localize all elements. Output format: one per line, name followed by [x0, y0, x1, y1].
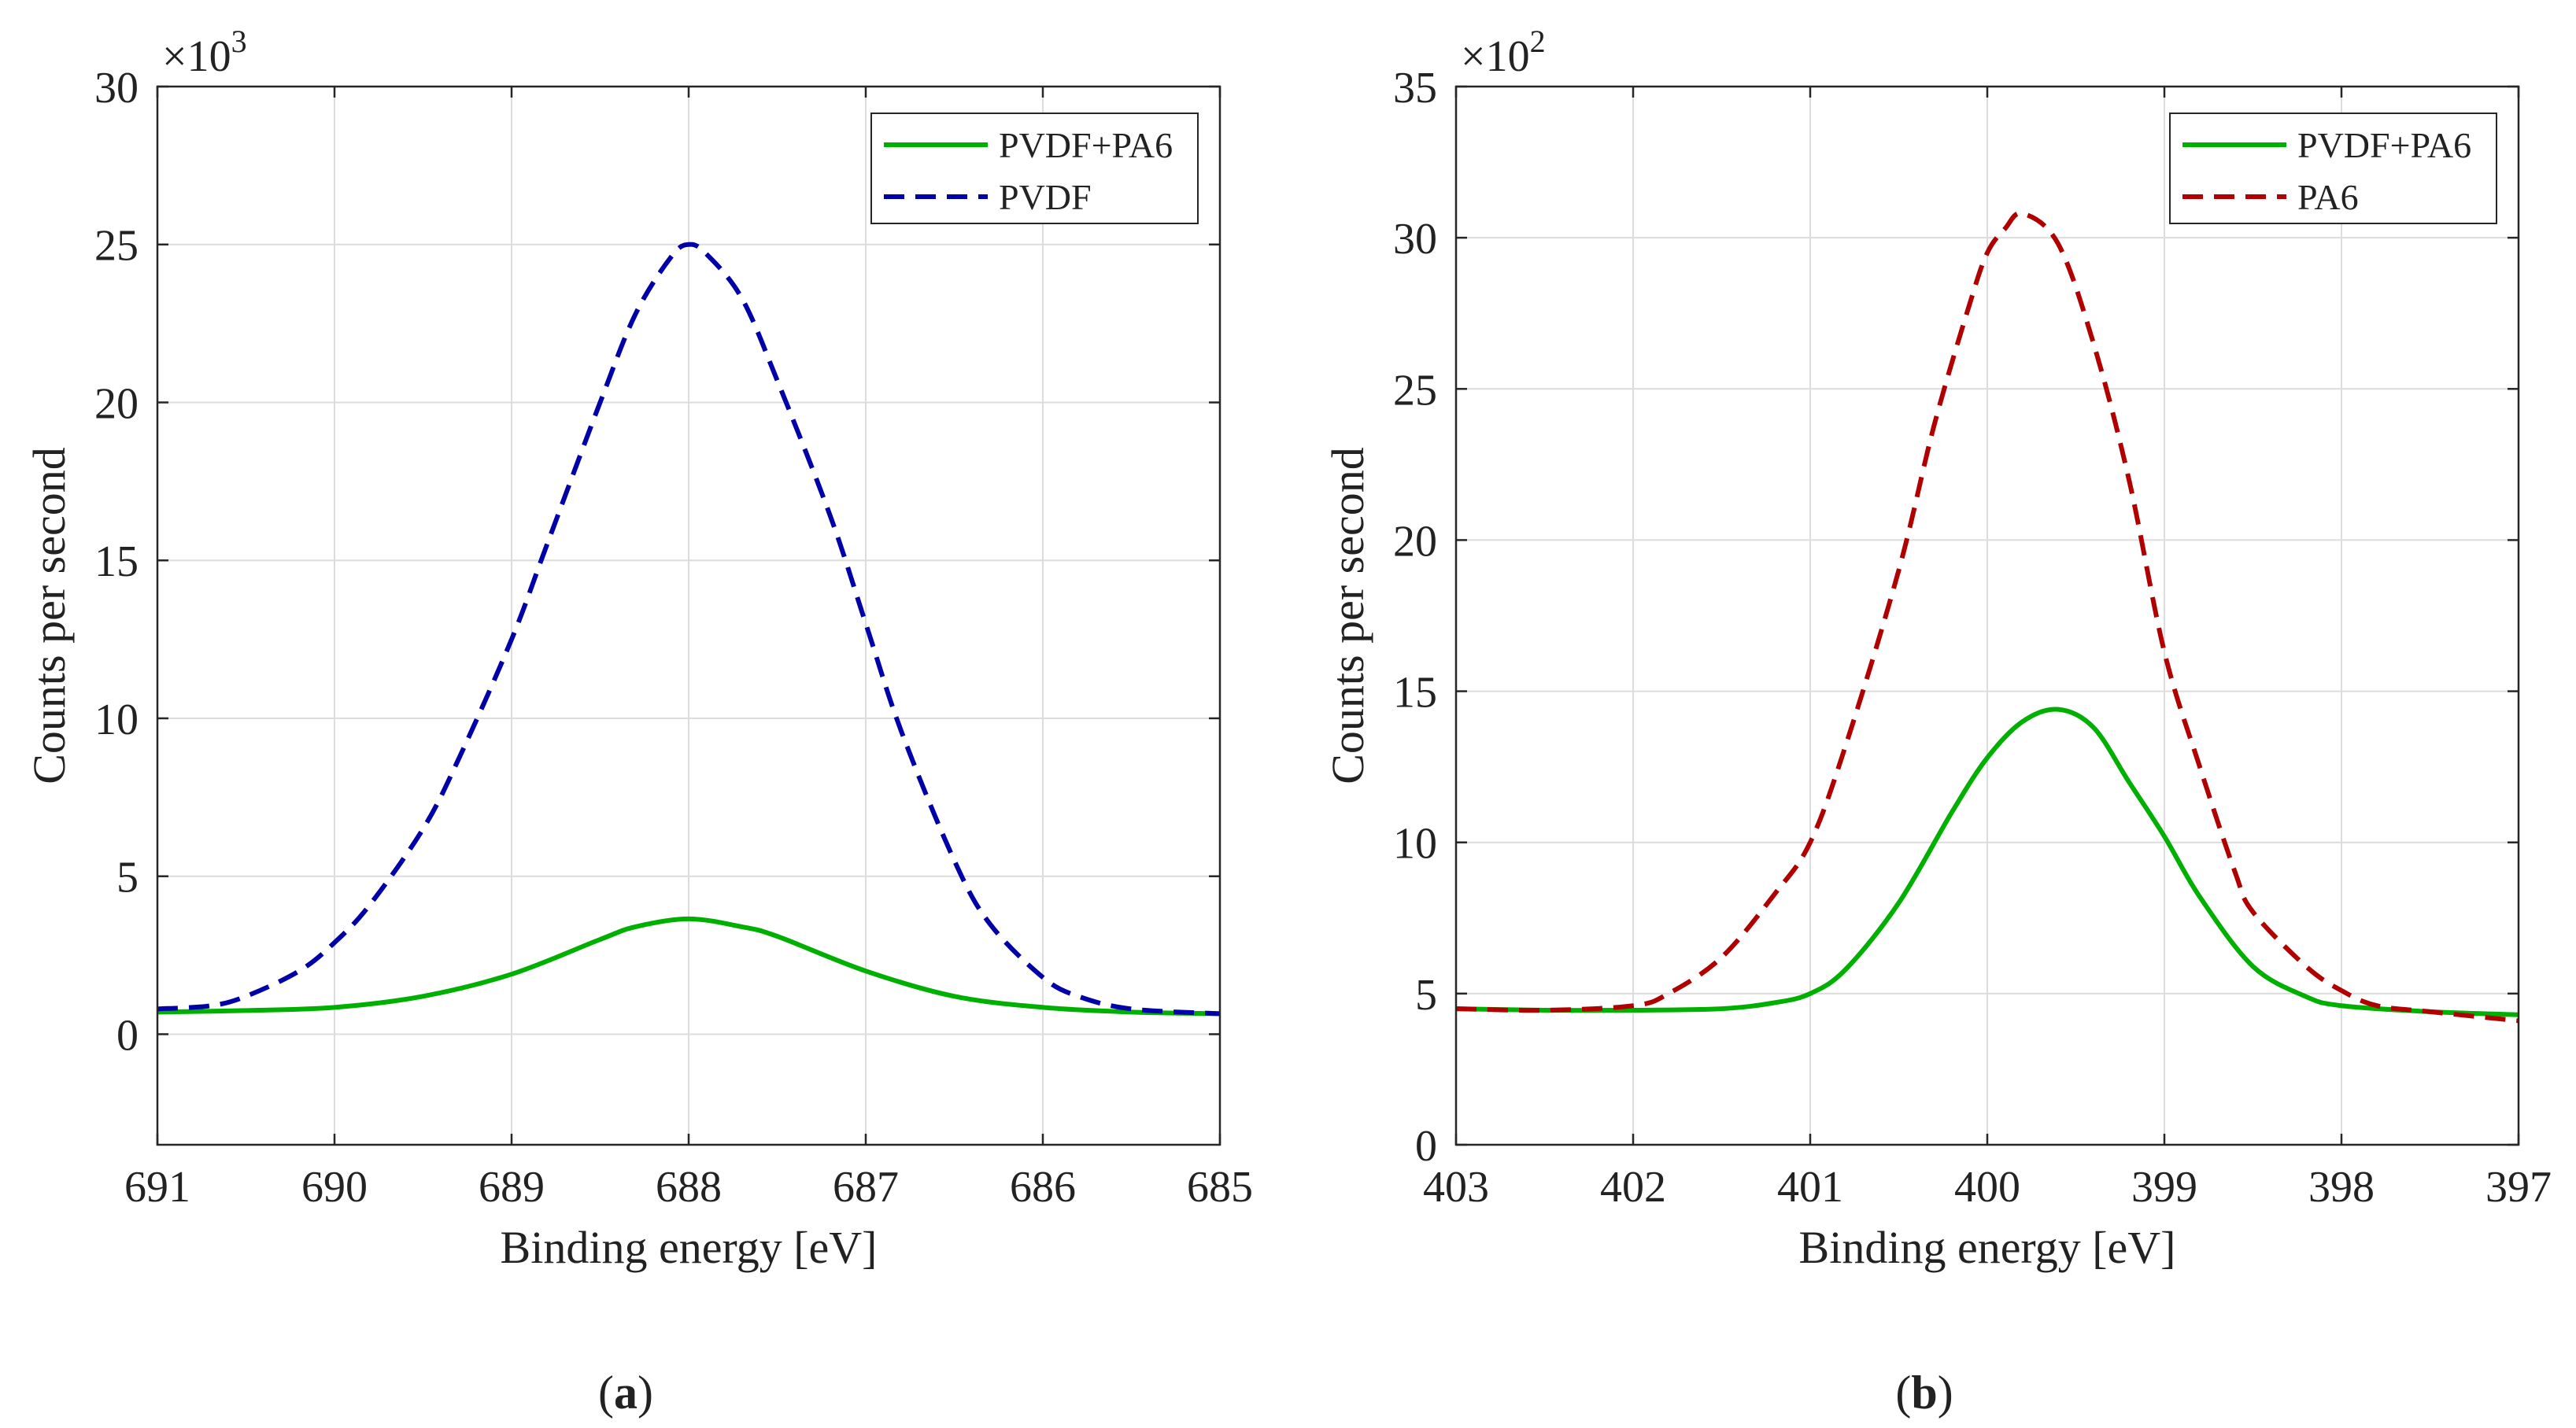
y-tick-label: 5: [116, 854, 139, 902]
y-tick-label: 20: [94, 379, 139, 428]
panel-label: (b): [1895, 1367, 1953, 1419]
y-tick-label: 30: [1393, 215, 1437, 264]
legend-box: [2169, 113, 2497, 224]
x-tick-label: 691: [124, 1163, 190, 1212]
legend-label: PVDF+PA6: [999, 125, 1173, 165]
panel-label: (a): [598, 1367, 653, 1419]
y-axis-label: Counts per second: [24, 447, 75, 784]
y-tick-label: 25: [1393, 366, 1437, 415]
y-exponent-label: ×102: [1461, 24, 1546, 81]
y-tick-label: 20: [1393, 517, 1437, 566]
chart-panel-a: 691 690 689 688 687 686 685 0 5 10 15 20 25 30 ×103 Bin…: [24, 24, 1253, 1419]
y-tick-label: 10: [1393, 820, 1437, 869]
y-tick-label: 0: [116, 1011, 139, 1060]
y-tick-label: 0: [1415, 1122, 1437, 1171]
legend-label: PVDF+PA6: [2297, 125, 2471, 165]
y-tick-label: 35: [1393, 64, 1437, 113]
y-tick-label: 30: [94, 64, 139, 113]
x-tick-label: 399: [2131, 1163, 2197, 1212]
x-tick-label: 402: [1600, 1163, 1666, 1212]
legend-label: PA6: [2297, 177, 2359, 217]
series-line-pvdf-pa6: [1455, 707, 2519, 1017]
legend: PVDF+PA6 PVDF: [870, 113, 1199, 224]
y-tick-label: 10: [94, 696, 139, 744]
y-tick-label: 15: [94, 537, 139, 586]
y-axis-label: Counts per second: [1322, 447, 1373, 784]
x-tick-label: 689: [479, 1163, 545, 1212]
x-tick-label: 397: [2485, 1163, 2552, 1212]
legend-box: [870, 113, 1199, 224]
x-tick-label: 686: [1010, 1163, 1076, 1212]
legend: PVDF+PA6 PA6: [2169, 113, 2497, 224]
y-exponent-label: ×103: [162, 24, 247, 81]
legend-label: PVDF: [999, 177, 1092, 217]
x-tick-label: 690: [301, 1163, 368, 1212]
x-tick-label: 685: [1187, 1163, 1253, 1212]
x-axis-label: Binding energy [eV]: [501, 1222, 878, 1273]
x-tick-label: 398: [2308, 1163, 2375, 1212]
x-tick-label: 688: [656, 1163, 722, 1212]
chart-panel-b: 403 402 401 400 399 398 397 0 5 10 15 20 25 30 35 ×102 B…: [1322, 24, 2552, 1419]
y-tick-label: 15: [1393, 669, 1437, 718]
x-axis-label: Binding energy [eV]: [1799, 1222, 2176, 1273]
x-tick-label: 403: [1423, 1163, 1489, 1212]
x-tick-label: 400: [1954, 1163, 2020, 1212]
y-tick-label: 5: [1415, 971, 1437, 1020]
x-tick-label: 401: [1777, 1163, 1843, 1212]
x-tick-label: 687: [833, 1163, 899, 1212]
series-line-pa6: [1455, 210, 2519, 1024]
series-line-pvdf: [157, 242, 1221, 1017]
y-tick-label: 25: [94, 222, 139, 271]
series-line-pvdf-pa6: [157, 916, 1221, 1017]
